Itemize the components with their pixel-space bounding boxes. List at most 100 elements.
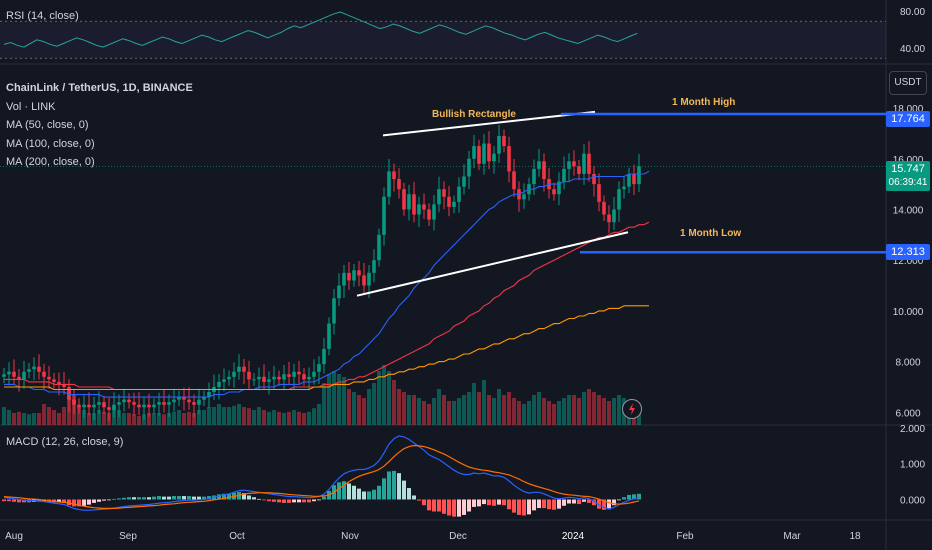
macd-histogram-bar (217, 494, 221, 500)
legend-ma100[interactable]: MA (100, close, 0) (6, 137, 95, 150)
pattern-annotation: Bullish Rectangle (432, 109, 516, 120)
macd-histogram-bar (157, 496, 161, 500)
volume-bar (542, 398, 546, 425)
price-axis-label: 18.000 (893, 104, 924, 115)
legend-volume[interactable]: Vol · LINK (6, 100, 56, 113)
candle-body (387, 171, 391, 197)
volume-bar (567, 395, 571, 425)
macd-histogram-bar (297, 499, 301, 503)
candle-body (107, 407, 111, 410)
volume-bar (387, 371, 391, 425)
main-legend: ChainLink / TetherUS, 1D, BINANCE Vol · … (6, 79, 193, 172)
candle-body (367, 272, 371, 286)
macd-histogram-bar (57, 499, 61, 503)
candle-body (607, 214, 611, 223)
volume-bar (502, 395, 506, 425)
macd-histogram-bar (267, 499, 271, 502)
candle-body (17, 376, 21, 380)
legend-ma200[interactable]: MA (200, close, 0) (6, 156, 95, 169)
macd-histogram-bar (432, 499, 436, 512)
macd-histogram-bar (492, 499, 496, 506)
candle-body (47, 376, 51, 380)
macd-axis-label: 0.000 (900, 495, 925, 506)
volume-bar (87, 413, 91, 425)
macd-histogram-bar (337, 482, 341, 500)
candle-body (127, 399, 131, 403)
volume-bar (512, 398, 516, 425)
macd-histogram-bar (572, 499, 576, 504)
volume-bar (532, 395, 536, 425)
candle-body (92, 404, 96, 408)
macd-histogram-bar (482, 499, 486, 505)
candle-body (172, 399, 176, 403)
candle-body (592, 173, 596, 185)
candle-body (62, 384, 66, 387)
symbol-title[interactable]: ChainLink / TetherUS, 1D, BINANCE (6, 82, 193, 94)
macd-histogram-bar (487, 499, 491, 506)
candle-body (22, 371, 26, 380)
macd-histogram-bar (152, 496, 156, 500)
macd-histogram-bar (357, 488, 361, 500)
candle-body (417, 204, 421, 215)
candle-body (167, 402, 171, 405)
candle-body (152, 404, 156, 408)
channel-lower-line (356, 231, 629, 297)
candle-body (567, 161, 571, 169)
legend-ma50[interactable]: MA (50, close, 0) (6, 119, 89, 132)
candle-body (602, 201, 606, 215)
macd-histogram-bar (307, 499, 311, 503)
macd-histogram-bar (367, 491, 371, 500)
macd-histogram-bar (632, 494, 636, 500)
macd-histogram-bar (592, 499, 596, 506)
macd-histogram-bar (537, 499, 541, 509)
volume-bar (62, 407, 66, 425)
macd-histogram-bar (427, 499, 431, 511)
volume-bar (217, 404, 221, 425)
candle-body (632, 173, 636, 185)
candle-body (472, 146, 476, 159)
macd-histogram-bar (7, 499, 11, 502)
macd-histogram-bar (512, 499, 516, 513)
last-price-tag: 15.747 (886, 161, 930, 177)
volume-bar (572, 395, 576, 425)
macd-histogram-bar (127, 497, 131, 500)
macd-histogram-bar (242, 493, 246, 500)
candle-body (287, 374, 291, 377)
volume-bar (612, 398, 616, 425)
macd-histogram-bar (407, 488, 411, 500)
volume-bar (342, 377, 346, 425)
macd-histogram-bar (142, 497, 146, 500)
flash-icon[interactable] (622, 399, 642, 419)
volume-bar (32, 413, 36, 425)
macd-histogram-bar (472, 499, 476, 507)
time-axis-label-mar: Mar (783, 531, 801, 542)
volume-bar (507, 392, 511, 425)
candle-body (562, 168, 566, 182)
candle-body (182, 397, 186, 400)
volume-bar (437, 389, 441, 425)
candle-body (72, 399, 76, 405)
currency-button[interactable]: USDT (889, 71, 927, 95)
low-price-tag: 12.313 (886, 244, 930, 260)
macd-histogram-bar (627, 494, 631, 500)
candle-body (52, 379, 56, 382)
candle-body (397, 179, 401, 190)
volume-bar (417, 398, 421, 425)
macd-histogram-bar (502, 499, 506, 506)
macd-histogram-bar (417, 499, 421, 501)
macd-histogram-bar (82, 499, 86, 506)
macd-histogram-bar (457, 499, 461, 517)
volume-bar (222, 407, 226, 425)
candle-body (402, 189, 406, 210)
candle-body (482, 143, 486, 164)
volume-bar (177, 410, 181, 425)
volume-bar (442, 395, 446, 425)
volume-bar (192, 413, 196, 425)
volume-bar (287, 411, 291, 425)
macd-histogram-bar (612, 499, 616, 506)
candle-body (277, 376, 281, 380)
macd-histogram-bar (602, 499, 606, 510)
candle-body (297, 371, 301, 375)
volume-bar (117, 410, 121, 425)
